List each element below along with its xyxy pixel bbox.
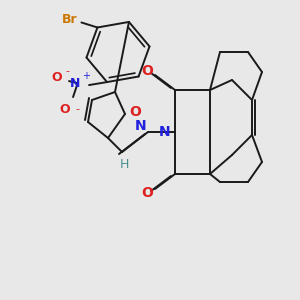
Text: H: H: [119, 158, 129, 170]
Text: O: O: [129, 105, 141, 119]
Text: Br: Br: [61, 13, 77, 26]
Text: -: -: [75, 104, 79, 114]
Text: -: -: [65, 66, 69, 76]
Text: O: O: [141, 64, 153, 78]
Text: N: N: [159, 125, 171, 139]
Text: N: N: [135, 119, 147, 133]
Text: O: O: [52, 70, 62, 84]
Text: N: N: [70, 76, 80, 90]
Text: O: O: [141, 186, 153, 200]
Text: O: O: [60, 103, 70, 116]
Text: +: +: [82, 71, 90, 81]
